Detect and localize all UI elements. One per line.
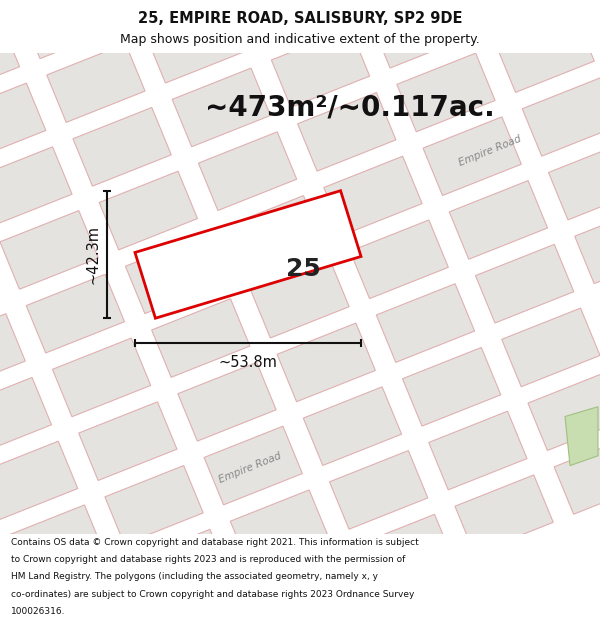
Polygon shape [32, 569, 130, 625]
Polygon shape [257, 554, 355, 625]
Text: Contains OS data © Crown copyright and database right 2021. This information is : Contains OS data © Crown copyright and d… [11, 538, 419, 547]
Polygon shape [575, 205, 600, 284]
Text: HM Land Registry. The polygons (including the associated geometry, namely x, y: HM Land Registry. The polygons (includin… [11, 572, 378, 581]
Polygon shape [376, 284, 475, 362]
Polygon shape [475, 244, 574, 323]
Polygon shape [52, 338, 151, 417]
Polygon shape [528, 372, 600, 451]
Polygon shape [79, 402, 177, 481]
Polygon shape [99, 171, 197, 250]
Polygon shape [251, 259, 349, 338]
Polygon shape [105, 466, 203, 544]
Polygon shape [403, 348, 501, 426]
Text: 25, EMPIRE ROAD, SALISBURY, SP2 9DE: 25, EMPIRE ROAD, SALISBURY, SP2 9DE [138, 11, 462, 26]
Polygon shape [522, 78, 600, 156]
Polygon shape [397, 53, 495, 132]
Text: to Crown copyright and database rights 2023 and is reproduced with the permissio: to Crown copyright and database rights 2… [11, 555, 405, 564]
Polygon shape [0, 314, 25, 392]
Polygon shape [47, 44, 145, 122]
Polygon shape [429, 411, 527, 490]
Polygon shape [502, 308, 600, 387]
Polygon shape [271, 29, 370, 108]
Polygon shape [5, 505, 104, 584]
Polygon shape [178, 362, 276, 441]
Polygon shape [0, 147, 72, 226]
Polygon shape [350, 220, 448, 299]
Text: 25: 25 [286, 258, 320, 281]
Text: co-ordinates) are subject to Crown copyright and database rights 2023 Ordnance S: co-ordinates) are subject to Crown copyr… [11, 589, 414, 599]
Polygon shape [548, 141, 600, 220]
Polygon shape [565, 407, 598, 466]
Polygon shape [26, 274, 125, 353]
Polygon shape [455, 475, 553, 554]
Polygon shape [470, 0, 568, 29]
Text: Empire Road: Empire Road [217, 451, 283, 485]
Polygon shape [298, 92, 396, 171]
Polygon shape [135, 191, 361, 318]
Polygon shape [303, 387, 401, 466]
Polygon shape [0, 19, 20, 98]
Polygon shape [595, 0, 600, 53]
Polygon shape [423, 117, 521, 196]
Polygon shape [0, 608, 31, 625]
Polygon shape [0, 441, 78, 520]
Polygon shape [449, 181, 548, 259]
Polygon shape [344, 0, 443, 4]
Polygon shape [356, 514, 454, 593]
Polygon shape [157, 593, 256, 625]
Polygon shape [554, 436, 600, 514]
Polygon shape [199, 132, 297, 211]
Polygon shape [0, 211, 98, 289]
Polygon shape [172, 68, 271, 147]
Text: Empire Road: Empire Road [457, 134, 523, 169]
Text: ~42.3m: ~42.3m [86, 225, 101, 284]
Text: Map shows position and indicative extent of the property.: Map shows position and indicative extent… [120, 33, 480, 46]
Polygon shape [0, 83, 46, 162]
Text: ~473m²/~0.117ac.: ~473m²/~0.117ac. [205, 93, 495, 121]
Polygon shape [120, 0, 218, 19]
Polygon shape [277, 323, 376, 402]
Polygon shape [0, 378, 52, 456]
Polygon shape [204, 426, 302, 505]
Polygon shape [20, 0, 119, 59]
Polygon shape [324, 156, 422, 235]
Polygon shape [0, 544, 5, 623]
Polygon shape [73, 107, 171, 186]
Polygon shape [496, 14, 595, 92]
Polygon shape [230, 490, 329, 569]
Polygon shape [224, 196, 323, 274]
Polygon shape [152, 299, 250, 378]
Polygon shape [371, 0, 469, 68]
Polygon shape [245, 0, 343, 44]
Text: 100026316.: 100026316. [11, 607, 65, 616]
Polygon shape [329, 451, 428, 529]
Text: ~53.8m: ~53.8m [218, 354, 277, 369]
Polygon shape [125, 235, 224, 314]
Polygon shape [131, 529, 229, 608]
Polygon shape [146, 4, 244, 83]
